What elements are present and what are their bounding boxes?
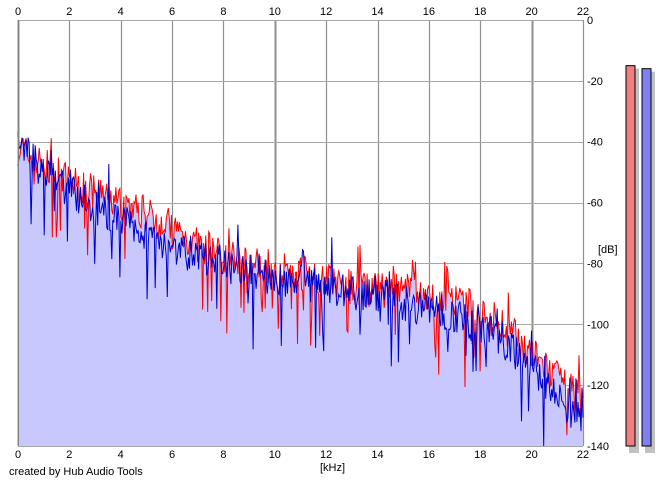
- level-meters: [625, 65, 655, 454]
- x-tick-label-top: 18: [474, 6, 486, 18]
- x-tick-label-bottom: 10: [269, 449, 281, 461]
- x-tick-labels-top: 0 2 4 6 8 10 12 14 16 18 20 22: [15, 6, 589, 18]
- x-tick-label-bottom: 8: [220, 449, 226, 461]
- x-tick-label-bottom: 20: [526, 449, 538, 461]
- x-tick-label-top: 0: [15, 6, 21, 18]
- spectrum-series: [17, 131, 584, 447]
- y-tick-label: -100: [587, 319, 609, 331]
- x-tick-label-bottom: 6: [169, 449, 175, 461]
- x-axis-label: [kHz]: [320, 462, 345, 474]
- y-axis-label: [dB]: [598, 244, 618, 256]
- x-tick-label-bottom: 18: [474, 449, 486, 461]
- y-tick-labels: 0 -20 -40 -60 -80 -100 -120 -140: [587, 15, 609, 453]
- y-tick-label: -60: [587, 198, 603, 210]
- spectrum-fill: [18, 131, 583, 447]
- x-tick-label-bottom: 12: [320, 449, 332, 461]
- y-tick-label: -80: [587, 258, 603, 270]
- x-tick-label-bottom: 22: [577, 449, 589, 461]
- y-tick-label: -40: [587, 137, 603, 149]
- x-tick-label-bottom: 16: [423, 449, 435, 461]
- x-tick-label-top: 6: [169, 6, 175, 18]
- x-tick-label-bottom: 14: [371, 449, 383, 461]
- x-tick-label-top: 4: [118, 6, 124, 18]
- x-tick-label-bottom: 2: [66, 449, 72, 461]
- x-tick-label-bottom: 4: [118, 449, 124, 461]
- x-tick-label-top: 20: [526, 6, 538, 18]
- x-tick-label-top: 16: [423, 6, 435, 18]
- spectrum-area: [18, 131, 583, 447]
- x-tick-label-top: 14: [371, 6, 383, 18]
- level-meter-bar: [641, 68, 652, 447]
- series-blue-line: [17, 131, 584, 447]
- credit-text: created by Hub Audio Tools: [9, 466, 143, 478]
- x-tick-label-top: 22: [577, 6, 589, 18]
- y-tick-label: -20: [587, 76, 603, 88]
- series-red-line: [17, 137, 584, 436]
- y-tick-label: -140: [587, 441, 609, 453]
- x-tick-label-top: 12: [320, 6, 332, 18]
- x-tick-label-top: 2: [66, 6, 72, 18]
- y-tick-label: -120: [587, 380, 609, 392]
- x-tick-label-bottom: 0: [15, 449, 21, 461]
- y-tick-label: 0: [587, 15, 593, 27]
- x-tick-labels-bottom: 0 2 4 6 8 10 12 14 16 18 20 22: [15, 449, 589, 461]
- level-meter-bar: [625, 65, 636, 447]
- x-tick-label-top: 10: [269, 6, 281, 18]
- x-tick-label-top: 8: [220, 6, 226, 18]
